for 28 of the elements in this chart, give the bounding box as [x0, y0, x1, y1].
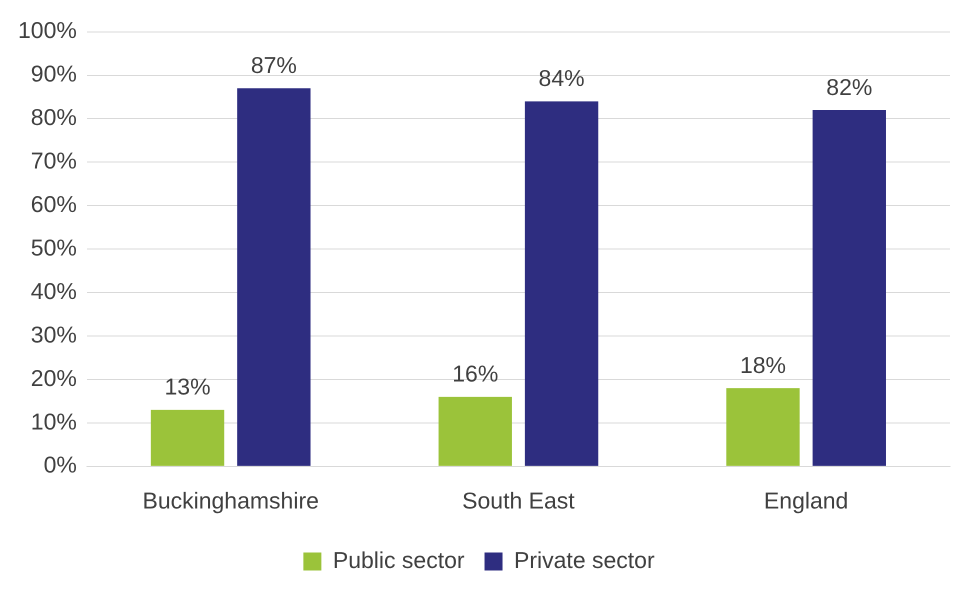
bar: [524, 101, 598, 466]
y-tick-label: 80%: [30, 104, 77, 130]
y-tick-label: 70%: [30, 148, 77, 174]
x-tick-label: Buckinghamshire: [142, 488, 319, 514]
y-tick-label: 100%: [18, 17, 77, 44]
y-tick-label: 40%: [30, 278, 77, 304]
bar: [726, 388, 800, 466]
data-label: 18%: [740, 352, 786, 378]
bar: [438, 396, 512, 466]
bar: [812, 110, 886, 466]
y-tick-label: 20%: [30, 364, 77, 391]
bar: [150, 410, 224, 466]
data-label: 87%: [250, 52, 297, 78]
data-label: 13%: [164, 374, 211, 400]
y-tick-label: 10%: [30, 408, 77, 434]
legend-label: Private sector: [514, 546, 655, 573]
data-label: 16%: [452, 360, 498, 387]
x-tick-label: England: [764, 488, 848, 514]
data-label: 84%: [538, 65, 585, 92]
legend-label: Public sector: [332, 546, 465, 573]
y-tick-label: 50%: [30, 234, 77, 260]
y-tick-label: 90%: [30, 60, 77, 87]
y-tick-label: 0%: [44, 452, 77, 478]
data-label: 82%: [826, 74, 872, 100]
y-tick-label: 60%: [30, 190, 77, 217]
x-tick-label: South East: [462, 488, 576, 514]
bar: [237, 88, 311, 466]
y-tick-label: 30%: [30, 321, 77, 348]
